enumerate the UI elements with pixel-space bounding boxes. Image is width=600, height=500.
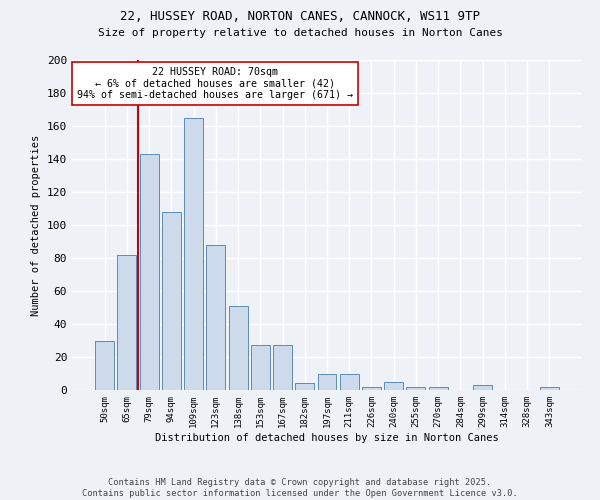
Text: Size of property relative to detached houses in Norton Canes: Size of property relative to detached ho… bbox=[97, 28, 503, 38]
X-axis label: Distribution of detached houses by size in Norton Canes: Distribution of detached houses by size … bbox=[155, 432, 499, 442]
Text: Contains HM Land Registry data © Crown copyright and database right 2025.
Contai: Contains HM Land Registry data © Crown c… bbox=[82, 478, 518, 498]
Bar bbox=[295, 384, 314, 390]
Bar bbox=[162, 212, 181, 390]
Text: 22 HUSSEY ROAD: 70sqm
← 6% of detached houses are smaller (42)
94% of semi-detac: 22 HUSSEY ROAD: 70sqm ← 6% of detached h… bbox=[77, 66, 353, 100]
Bar bbox=[273, 346, 292, 390]
Bar bbox=[95, 340, 114, 390]
Bar bbox=[229, 306, 248, 390]
Bar bbox=[206, 245, 225, 390]
Text: 22, HUSSEY ROAD, NORTON CANES, CANNOCK, WS11 9TP: 22, HUSSEY ROAD, NORTON CANES, CANNOCK, … bbox=[120, 10, 480, 23]
Bar bbox=[118, 254, 136, 390]
Y-axis label: Number of detached properties: Number of detached properties bbox=[31, 134, 41, 316]
Bar bbox=[384, 382, 403, 390]
Bar bbox=[184, 118, 203, 390]
Bar bbox=[140, 154, 158, 390]
Bar bbox=[362, 386, 381, 390]
Bar bbox=[429, 386, 448, 390]
Bar bbox=[251, 346, 270, 390]
Bar bbox=[473, 385, 492, 390]
Bar bbox=[540, 386, 559, 390]
Bar bbox=[340, 374, 359, 390]
Bar bbox=[406, 386, 425, 390]
Bar bbox=[317, 374, 337, 390]
